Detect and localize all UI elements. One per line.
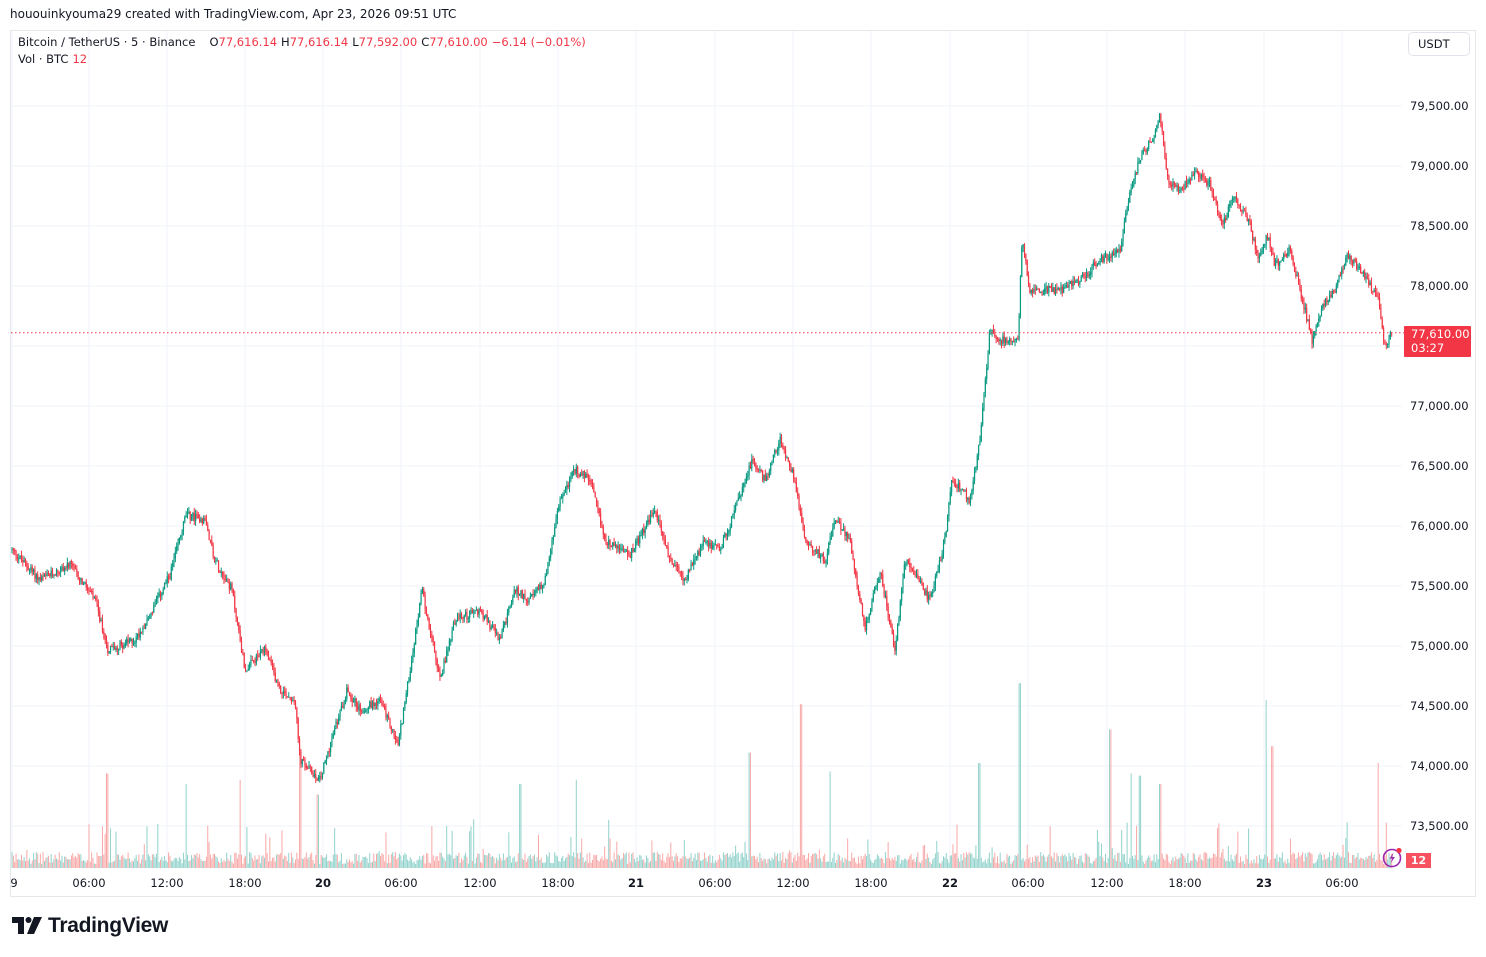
time-tick-label: 12:00 — [1090, 876, 1124, 890]
attribution-text: hououinkyouma29 created with TradingView… — [10, 7, 457, 21]
time-tick-label: 23 — [1255, 876, 1273, 890]
high-value: 77,616.14 — [289, 35, 349, 49]
chart-legend: Bitcoin / TetherUS · 5 · Binance O 77,616… — [18, 34, 586, 68]
time-tick-label: 06:00 — [1011, 876, 1045, 890]
close-value: 77,610.00 — [429, 35, 488, 49]
price-tick-label: 74,500.00 — [1410, 699, 1469, 713]
high-label: H — [281, 35, 290, 49]
time-tick-label: 18:00 — [541, 876, 575, 890]
tradingview-wordmark: TradingView — [48, 914, 169, 937]
price-tick-label: 76,000.00 — [1410, 519, 1469, 533]
candles — [11, 112, 1393, 783]
time-tick-label: 18:00 — [854, 876, 888, 890]
price-tick-label: 74,000.00 — [1410, 759, 1469, 773]
price-tick-label: 79,500.00 — [1410, 99, 1469, 113]
price-tick-label: 75,000.00 — [1410, 639, 1469, 653]
price-tick-label: 76,500.00 — [1410, 459, 1469, 473]
currency-button[interactable]: USDT — [1408, 32, 1470, 56]
price-tick-label: 75,500.00 — [1410, 579, 1469, 593]
price-tick-label: 78,000.00 — [1410, 279, 1469, 293]
flash-icon[interactable] — [1382, 846, 1404, 868]
price-tick-label: 78,500.00 — [1410, 219, 1469, 233]
bar-countdown: 03:27 — [1411, 341, 1445, 355]
time-tick-label: 12:00 — [150, 876, 184, 890]
volume-value: 12 — [72, 52, 88, 66]
time-tick-label: 22 — [941, 876, 959, 890]
price-tick-label: 79,000.00 — [1410, 159, 1469, 173]
price-tick-label: 73,500.00 — [1410, 819, 1469, 833]
last-price-tag: 77,610.00 03:27 — [1404, 326, 1471, 357]
tradingview-logo[interactable]: TradingView — [12, 914, 168, 938]
time-tick-label: 06:00 — [72, 876, 106, 890]
volume-badge: 12 — [1406, 853, 1431, 868]
change-value: −6.14 (−0.01%) — [491, 35, 586, 49]
volume-bars — [11, 683, 1393, 868]
low-label: L — [352, 35, 359, 49]
ohlc-row: Bitcoin / TetherUS · 5 · Binance O 77,616… — [18, 34, 586, 51]
last-price-value: 77,610.00 — [1411, 327, 1470, 341]
time-tick-label: 06:00 — [1325, 876, 1359, 890]
low-value: 77,592.00 — [358, 35, 418, 49]
time-tick-label: 06:00 — [384, 876, 418, 890]
chart-frame[interactable] — [10, 30, 1476, 897]
volume-label[interactable]: Vol · BTC — [18, 52, 69, 66]
time-tick-label: 12:00 — [776, 876, 810, 890]
open-value: 77,616.14 — [218, 35, 278, 49]
symbol-title[interactable]: Bitcoin / TetherUS · 5 · Binance — [18, 35, 196, 49]
grid-lines — [11, 31, 1402, 868]
open-label: O — [209, 35, 219, 49]
price-tick-label: 77,000.00 — [1410, 399, 1469, 413]
volume-row: Vol · BTC 12 — [18, 51, 586, 68]
time-tick-label: 18:00 — [1168, 876, 1202, 890]
time-tick-label: 20 — [314, 876, 332, 890]
time-tick-label: 06:00 — [698, 876, 732, 890]
time-tick-label: 21 — [627, 876, 645, 890]
close-label: C — [421, 35, 430, 49]
tradingview-logo-icon — [12, 917, 42, 934]
time-tick-label: 9 — [10, 876, 18, 890]
time-tick-label: 12:00 — [463, 876, 497, 890]
time-tick-label: 18:00 — [228, 876, 262, 890]
